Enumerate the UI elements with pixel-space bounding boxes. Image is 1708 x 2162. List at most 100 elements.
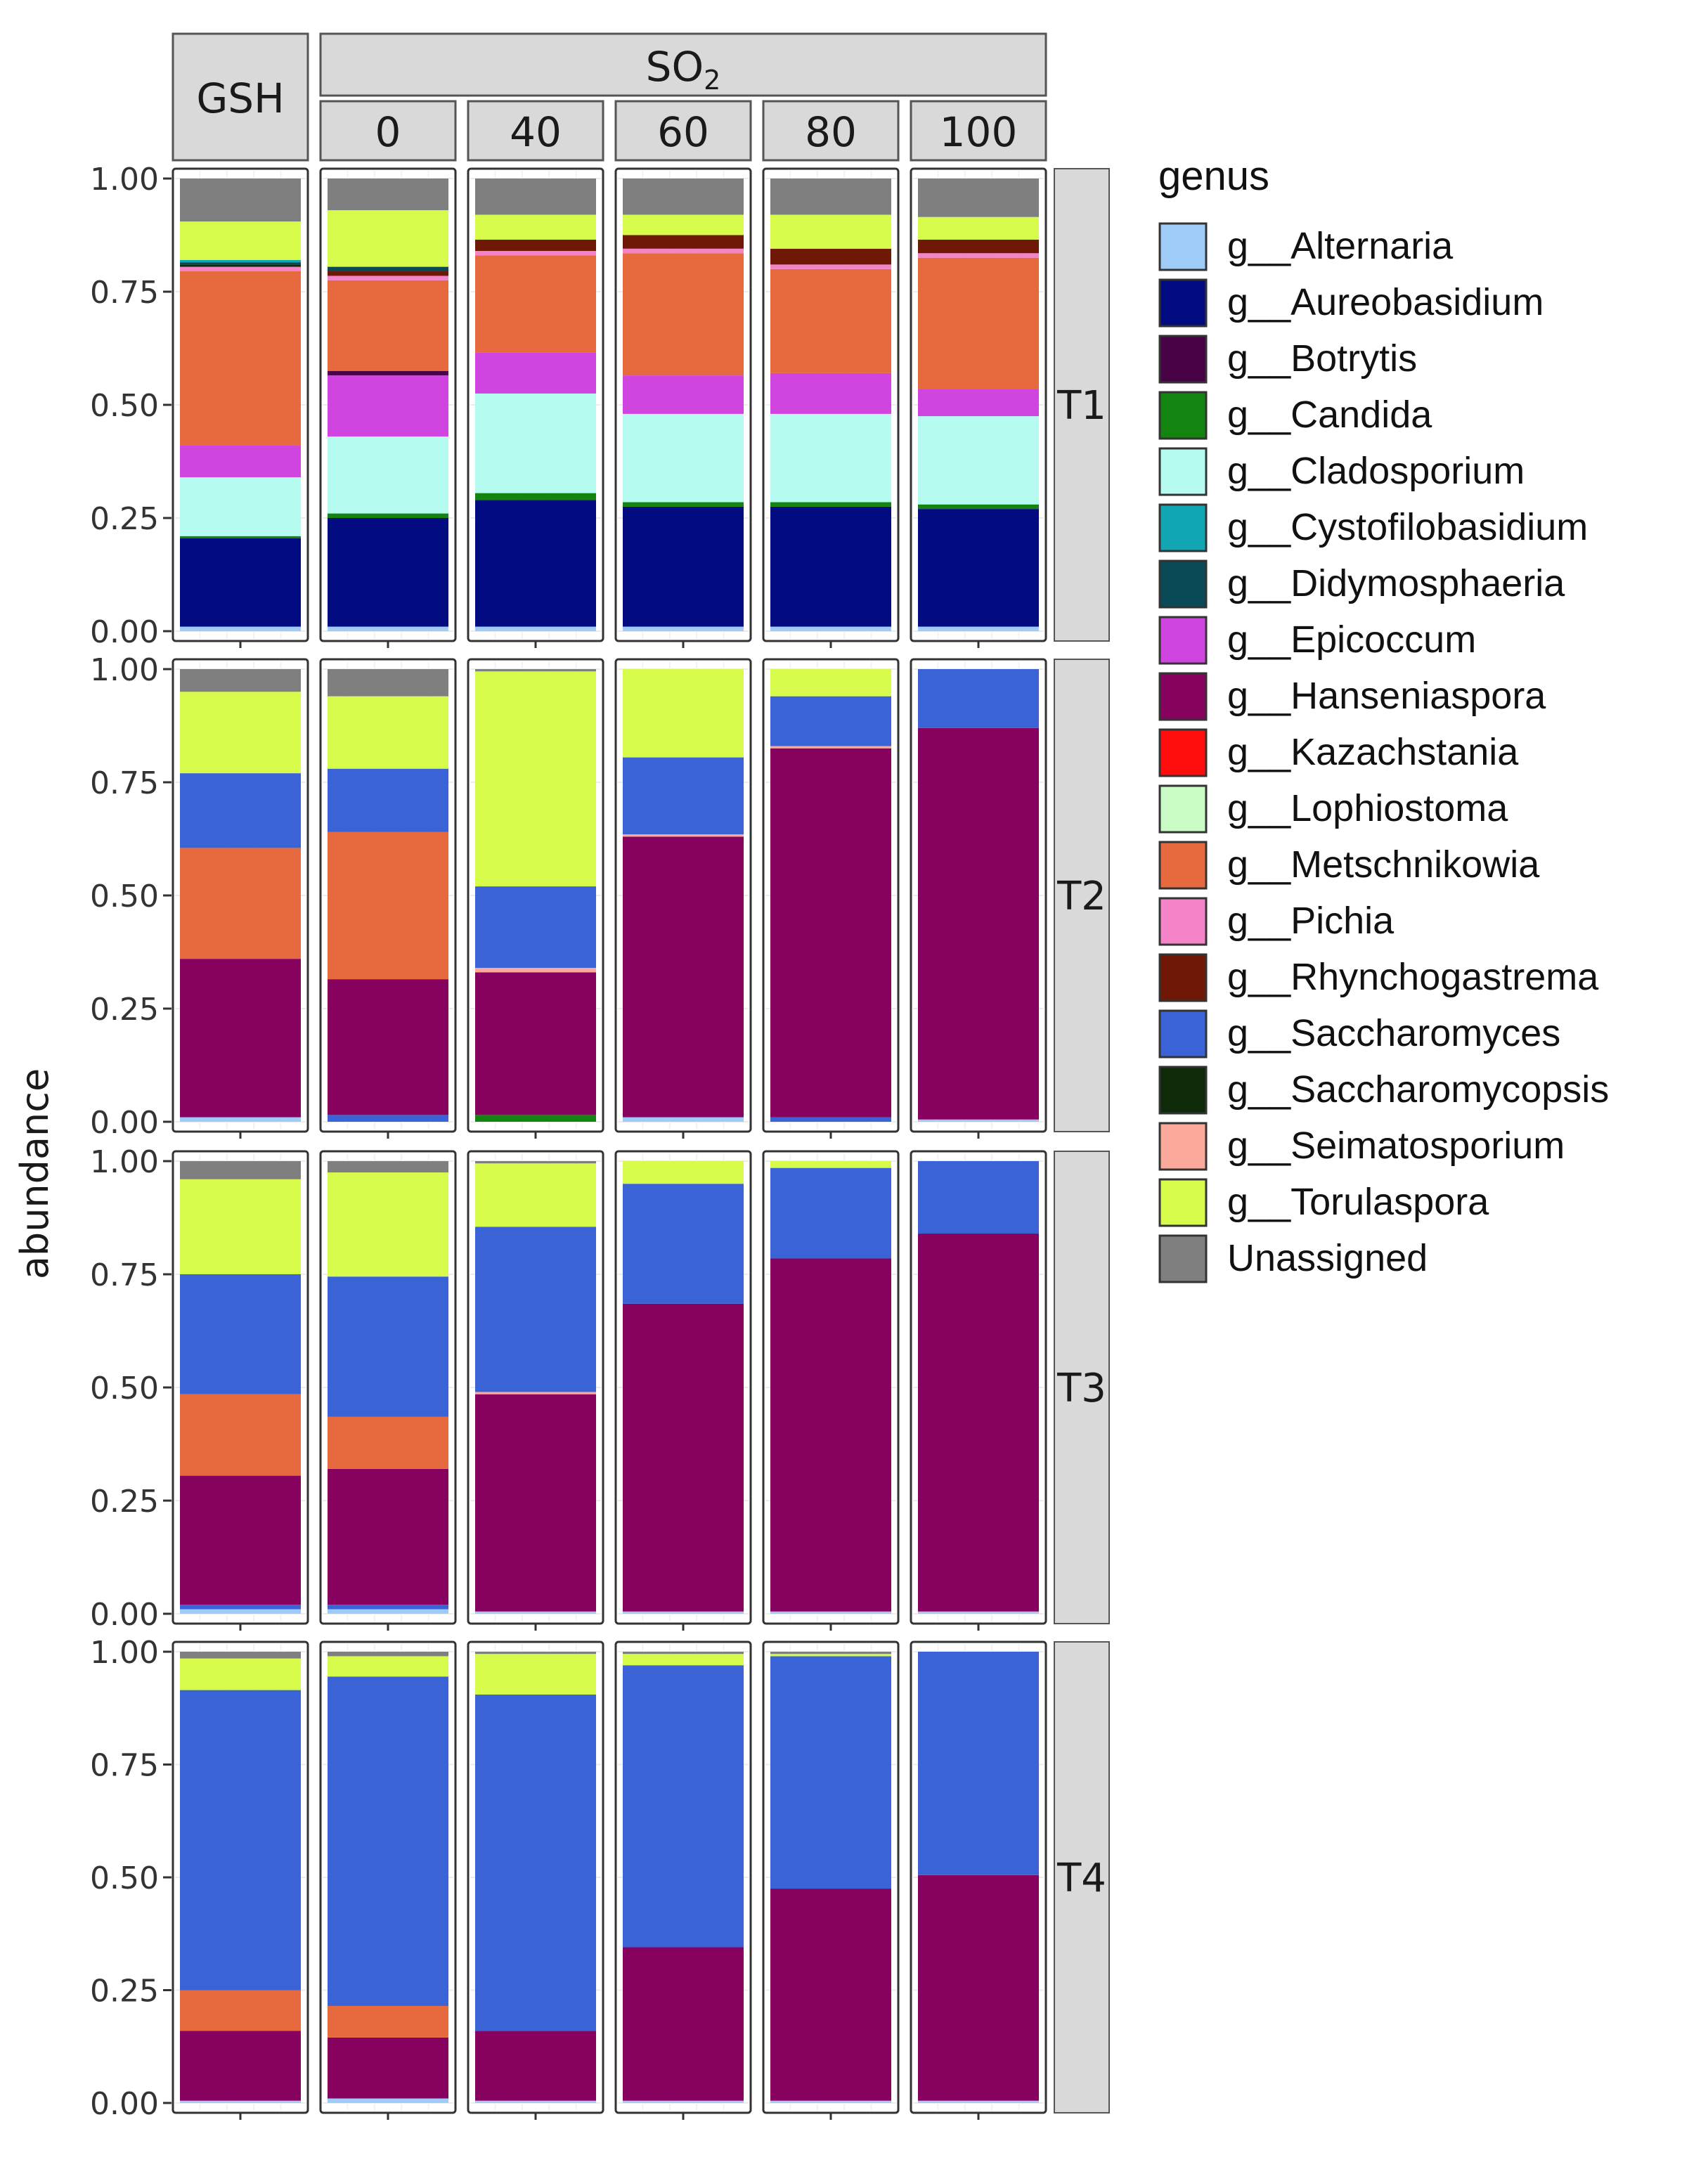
bar-segment	[918, 509, 1039, 627]
bar-segment	[623, 1303, 744, 1612]
legend-item-label: g__Epicoccum	[1227, 619, 1476, 661]
bar-segment	[918, 416, 1039, 505]
bar-segment	[918, 1161, 1039, 1234]
legend-swatch	[1158, 728, 1208, 777]
bar-segment	[475, 1652, 596, 1655]
bar-segment	[770, 1117, 891, 1122]
bar-segment	[475, 972, 596, 1115]
legend-swatch	[1158, 222, 1208, 271]
bar-segment	[770, 248, 891, 265]
bar-segment	[770, 502, 891, 507]
y-tick-label: 0.50	[90, 1860, 159, 1896]
bar-segment	[180, 1161, 301, 1179]
bar-segment	[328, 210, 448, 267]
bar-segment	[475, 214, 596, 240]
bar-segment	[918, 239, 1039, 254]
legend-item-label: g__Seimatosporium	[1227, 1125, 1565, 1167]
strip-row-label: T4	[1056, 1856, 1106, 1901]
bar-segment	[475, 179, 596, 215]
bar-segment	[328, 513, 448, 518]
bar-segment	[475, 671, 596, 887]
bar-segment	[475, 1611, 596, 1614]
bar-segment	[623, 1161, 744, 1184]
bar-segment	[770, 748, 891, 1118]
panel-T3-GSH	[172, 1150, 309, 1631]
strip-gsh	[172, 32, 309, 162]
bar-segment	[180, 1179, 301, 1274]
bar-segment	[475, 500, 596, 627]
bar-segment	[180, 477, 301, 536]
bar-segment	[770, 1656, 891, 1889]
strip-so2-label: SO2	[646, 43, 721, 96]
panel-T2-GSH	[172, 658, 309, 1139]
strip-row-label: T1	[1056, 383, 1106, 429]
bar-segment	[328, 1676, 448, 2006]
bar-segment	[918, 1611, 1039, 1614]
legend-item-label: g__Cladosporium	[1227, 450, 1525, 492]
bar-segment	[180, 1475, 301, 1605]
y-tick-label: 0.00	[90, 1597, 159, 1633]
y-axes: 0.000.250.500.751.000.000.250.500.751.00…	[90, 162, 172, 2122]
legend-item-label: g__Hanseniaspora	[1227, 675, 1546, 717]
bar-segment	[770, 696, 891, 746]
bar-segment	[918, 253, 1039, 258]
strip-so2-text: SO	[646, 43, 704, 91]
bar-segment	[475, 352, 596, 394]
bar-segment	[623, 1665, 744, 1948]
bar-segment	[918, 216, 1039, 240]
panel-T1-0	[319, 167, 457, 648]
bar-segment	[328, 626, 448, 631]
bar-segment	[623, 757, 744, 835]
bar-segment	[770, 1161, 891, 1168]
y-tick-label: 0.25	[90, 1484, 159, 1520]
strip-row-label: T2	[1056, 874, 1106, 919]
bar-segment	[328, 1652, 448, 1657]
legend-swatch	[1158, 953, 1208, 1002]
strip-col-100	[910, 100, 1047, 162]
bar-segment	[623, 1117, 744, 1122]
strip-col-0	[319, 100, 457, 162]
strip-col-label: 60	[657, 108, 709, 156]
bar-segment	[918, 504, 1039, 510]
strip-row-T2	[1054, 659, 1110, 1132]
bar-segment	[918, 727, 1039, 1120]
bar-segment	[180, 536, 301, 538]
bar-segment	[475, 1392, 596, 1394]
legend-item-label: g__Saccharomycopsis	[1227, 1068, 1609, 1111]
bar-segment	[180, 259, 301, 263]
bar-segment	[770, 2100, 891, 2103]
legend-item-label: g__Aureobasidium	[1227, 281, 1544, 323]
bar-segment	[475, 2100, 596, 2103]
bar-segment	[770, 373, 891, 414]
bar-segment	[180, 262, 301, 265]
bar-segment	[770, 413, 891, 503]
strip-gsh-label: GSH	[196, 75, 284, 122]
bar-segment	[328, 696, 448, 769]
legend-item-label: g__Saccharomyces	[1227, 1012, 1560, 1054]
bar-segment	[770, 1167, 891, 1259]
legend-item-label: g__Lophiostoma	[1227, 787, 1508, 829]
bar-segment	[623, 253, 744, 376]
legend-item-label: g__Didymosphaeria	[1227, 562, 1565, 604]
bar-segment	[180, 1394, 301, 1476]
strip-col-label: 100	[940, 108, 1018, 156]
bar-segment	[475, 1161, 596, 1164]
bar-segment	[328, 2037, 448, 2099]
bar-segment	[475, 251, 596, 256]
panel-T2-100	[910, 658, 1047, 1139]
bar-segment	[475, 1115, 596, 1122]
legend-swatch	[1158, 672, 1208, 721]
panel-T2-60	[614, 658, 752, 1139]
bar-segment	[328, 1609, 448, 1614]
y-tick-label: 0.50	[90, 879, 159, 914]
legend-item-label: g__Alternaria	[1227, 225, 1454, 267]
bar-segment	[623, 836, 744, 1118]
bar-segment	[475, 393, 596, 493]
bar-segment	[328, 1468, 448, 1605]
legend-swatch	[1158, 278, 1208, 328]
bar-segment	[918, 2100, 1039, 2103]
legend-swatch	[1158, 1009, 1208, 1059]
strip-row-T4	[1054, 1641, 1110, 2114]
legend-item-label: g__Pichia	[1227, 900, 1395, 942]
bar-segment	[180, 2031, 301, 2101]
